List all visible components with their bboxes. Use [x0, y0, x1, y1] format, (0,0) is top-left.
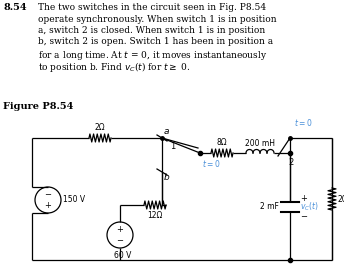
- Text: b, switch 2 is open. Switch 1 has been in position a: b, switch 2 is open. Switch 1 has been i…: [38, 38, 273, 47]
- Text: a, switch 2 is closed. When switch 1 is in position: a, switch 2 is closed. When switch 1 is …: [38, 26, 265, 35]
- Text: 150 V: 150 V: [63, 195, 85, 204]
- Text: 2: 2: [288, 158, 293, 167]
- Text: to position b. Find $v_C$($t$) for $t \geq$ 0.: to position b. Find $v_C$($t$) for $t \g…: [38, 61, 191, 75]
- Text: b: b: [164, 173, 170, 182]
- Text: Figure P8.54: Figure P8.54: [3, 102, 73, 111]
- Text: −: −: [300, 212, 307, 221]
- Text: 8.54: 8.54: [3, 3, 26, 12]
- Text: 200 mH: 200 mH: [245, 139, 275, 147]
- Text: 2 mF: 2 mF: [260, 202, 279, 211]
- Text: −: −: [117, 236, 123, 245]
- Text: 8Ω: 8Ω: [217, 138, 227, 147]
- Text: 60 V: 60 V: [114, 251, 132, 260]
- Text: 12Ω: 12Ω: [147, 211, 163, 220]
- Text: −: −: [44, 190, 52, 199]
- Text: 2Ω: 2Ω: [95, 123, 105, 132]
- Text: 1: 1: [170, 142, 175, 151]
- Text: a: a: [164, 127, 170, 136]
- Text: 20Ω: 20Ω: [338, 195, 344, 203]
- Text: operate synchronously. When switch 1 is in position: operate synchronously. When switch 1 is …: [38, 14, 277, 24]
- Text: for a long time. At $t$ = 0, it moves instantaneously: for a long time. At $t$ = 0, it moves in…: [38, 49, 267, 62]
- Text: $t = 0$: $t = 0$: [202, 158, 221, 169]
- Text: $t = 0$: $t = 0$: [294, 117, 313, 128]
- Text: +: +: [300, 194, 307, 203]
- Text: +: +: [45, 201, 52, 210]
- Text: +: +: [117, 225, 123, 234]
- Text: $v_C(t)$: $v_C(t)$: [300, 200, 319, 213]
- Text: The two switches in the circuit seen in Fig. P8.54: The two switches in the circuit seen in …: [38, 3, 266, 12]
